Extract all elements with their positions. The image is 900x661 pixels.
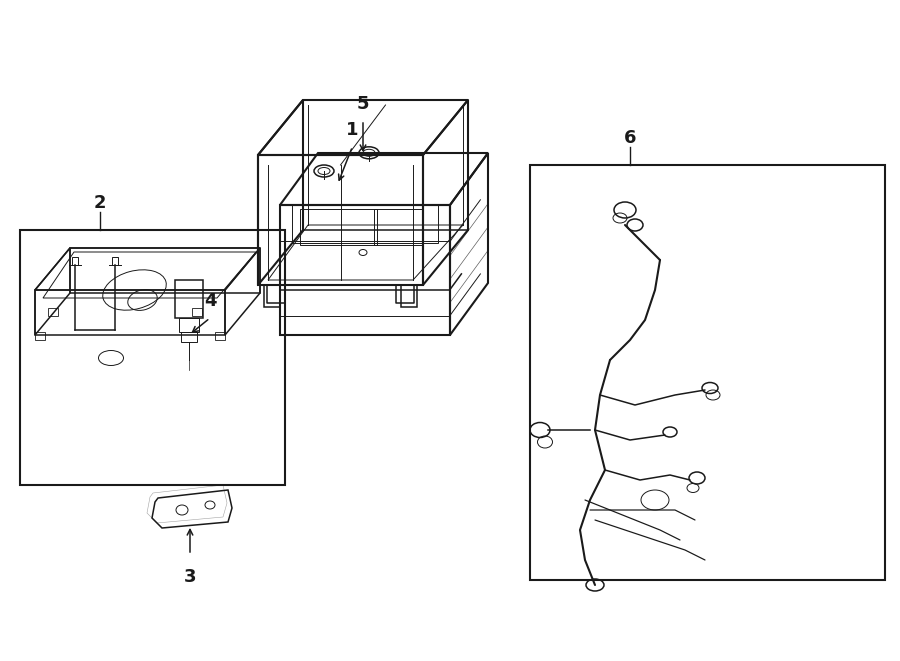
Bar xyxy=(48,308,58,316)
Bar xyxy=(35,332,45,340)
Bar xyxy=(192,308,202,316)
Bar xyxy=(179,318,199,332)
Bar xyxy=(264,285,280,307)
Bar xyxy=(181,332,197,342)
Bar xyxy=(20,230,285,485)
Bar xyxy=(215,332,225,340)
Text: 1: 1 xyxy=(346,122,359,139)
Text: 3: 3 xyxy=(184,568,196,586)
Text: 2: 2 xyxy=(94,194,106,212)
Bar xyxy=(374,209,423,245)
Text: 4: 4 xyxy=(203,292,216,310)
Bar xyxy=(292,205,438,243)
Bar xyxy=(112,257,118,265)
Bar xyxy=(72,257,78,265)
Bar xyxy=(530,165,885,580)
Bar xyxy=(175,280,203,318)
Bar xyxy=(401,285,417,307)
Bar xyxy=(300,209,376,245)
Text: 6: 6 xyxy=(624,129,636,147)
Text: 5: 5 xyxy=(356,95,369,113)
